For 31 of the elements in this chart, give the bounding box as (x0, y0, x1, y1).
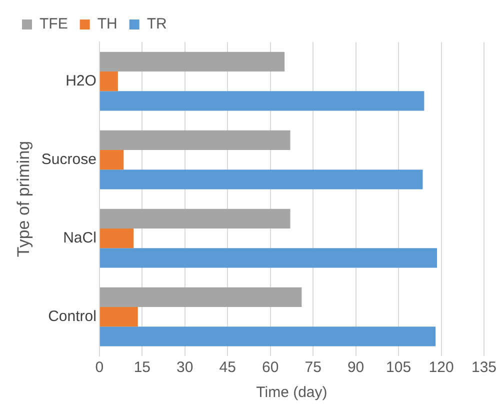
bar (100, 130, 290, 150)
x-tick-label: 0 (95, 359, 104, 376)
bar (100, 248, 437, 268)
y-tick-label: Control (48, 308, 96, 325)
x-tick-label: 135 (471, 359, 497, 376)
bar (100, 71, 118, 92)
bar (100, 170, 423, 190)
bar (100, 306, 138, 327)
legend-label: TH (97, 16, 118, 33)
bar (100, 52, 285, 72)
x-tick-label: 45 (219, 359, 236, 376)
x-axis-title: Time (day) (256, 384, 328, 402)
bar (100, 208, 290, 228)
x-tick-label: 30 (176, 359, 194, 376)
bar (100, 326, 436, 346)
x-tick-label: 105 (386, 359, 412, 376)
bar (100, 150, 124, 170)
x-tick-label: 120 (428, 359, 454, 376)
legend-label: TFE (40, 16, 68, 33)
x-tick-label: 60 (262, 359, 279, 376)
x-tick-label: 75 (304, 359, 322, 376)
y-tick-label: Sucrose (41, 150, 96, 168)
y-tick-label: NaCl (63, 229, 96, 246)
bar (100, 228, 134, 248)
x-tick-label: 15 (134, 359, 150, 376)
bar (100, 287, 302, 307)
legend-label: TR (146, 16, 167, 33)
x-tick-label: 90 (347, 359, 364, 376)
bar (100, 91, 424, 111)
y-tick-label: H2O (66, 72, 96, 90)
y-axis-title: Type of priming (14, 140, 33, 258)
